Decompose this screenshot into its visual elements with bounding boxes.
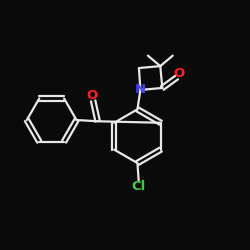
Text: O: O xyxy=(174,66,185,80)
Text: Cl: Cl xyxy=(132,180,146,193)
Text: N: N xyxy=(135,83,146,96)
Text: O: O xyxy=(86,89,98,102)
